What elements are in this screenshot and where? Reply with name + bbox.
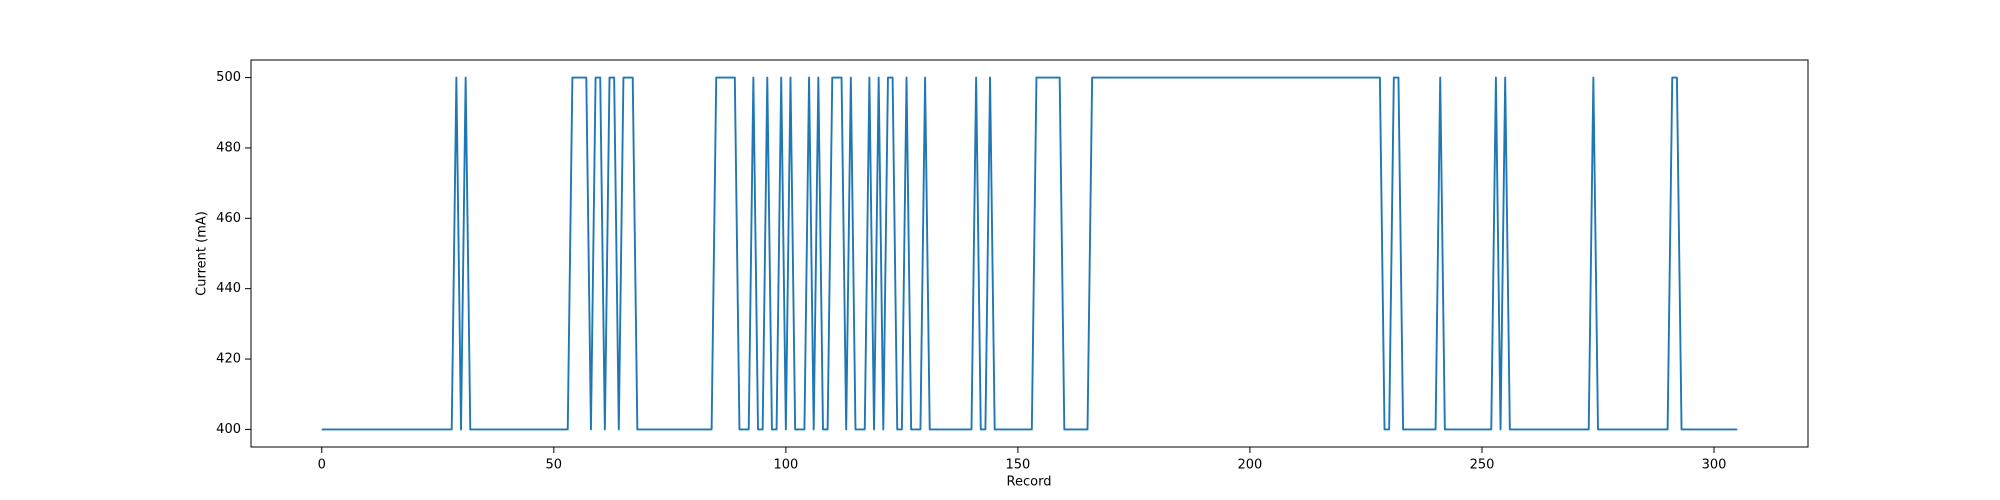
y-tick-label: 400	[216, 422, 241, 437]
y-axis-label: Current (mA)	[195, 211, 210, 296]
x-tick-label: 200	[1238, 458, 1263, 473]
plot-frame	[250, 59, 1809, 448]
y-tick-label: 420	[216, 352, 241, 367]
x-tick-label: 100	[773, 458, 798, 473]
y-tick-label: 480	[216, 140, 241, 155]
x-tick-label: 300	[1702, 458, 1727, 473]
y-tick-label: 460	[216, 211, 241, 226]
x-axis-label: Record	[1007, 475, 1052, 490]
x-tick-label: 250	[1470, 458, 1495, 473]
y-tick-label: 500	[216, 70, 241, 85]
data-line	[321, 76, 1738, 431]
x-tick-label: 150	[1005, 458, 1030, 473]
x-tick-label: 0	[318, 458, 326, 473]
y-tick-label: 440	[216, 281, 241, 296]
x-tick-label: 50	[546, 458, 563, 473]
